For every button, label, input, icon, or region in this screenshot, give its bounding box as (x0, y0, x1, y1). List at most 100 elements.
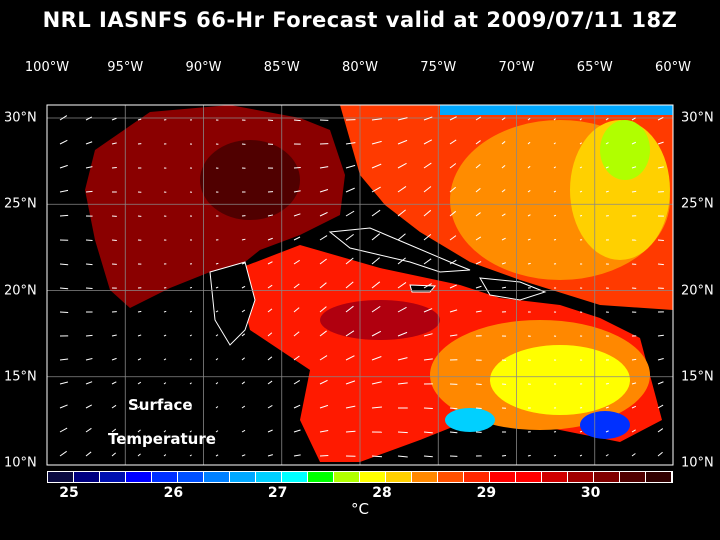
wind-arrow (449, 210, 457, 217)
wind-arrow (397, 186, 407, 193)
wind-arrow (397, 306, 407, 313)
colorbar (47, 471, 673, 483)
wind-arrow (85, 263, 93, 266)
cuba (328, 227, 471, 273)
wind-arrow (59, 311, 69, 314)
wind-arrow (293, 119, 301, 122)
wind-arrow (449, 186, 456, 193)
lat-label: 10°N (681, 455, 714, 471)
yucatan (209, 261, 256, 346)
wind-arrow (293, 213, 301, 217)
lon-label: 70°W (498, 60, 535, 75)
wind-arrow (657, 116, 664, 121)
wind-arrow (241, 429, 246, 433)
wind-arrow (59, 287, 69, 290)
wind-arrow (579, 118, 582, 121)
wind-arrow (59, 139, 68, 145)
wind-arrow (553, 166, 556, 169)
grid-lines (47, 105, 673, 465)
wind-arrow (475, 383, 482, 386)
wind-arrow (397, 162, 407, 169)
wind-arrow (423, 308, 433, 313)
wind-arrow (423, 139, 433, 145)
wind-arrow (215, 310, 219, 313)
wind-arrow (631, 117, 636, 121)
lat-label: 25°N (681, 196, 714, 212)
colorbar-swatch (48, 472, 74, 482)
wind-arrow (215, 454, 219, 457)
wind-arrow (137, 118, 142, 121)
wind-arrow (371, 257, 380, 265)
wind-arrow (111, 117, 117, 121)
wind-arrow (371, 186, 381, 193)
wind-arrow (163, 454, 167, 457)
wind-arrow (501, 189, 506, 193)
wind-arrow (319, 258, 327, 265)
wind-arrow (111, 452, 117, 457)
wind-arrow (527, 190, 531, 193)
wind-arrow (423, 283, 432, 289)
wind-arrow (241, 357, 245, 361)
wind-arrow (527, 262, 531, 265)
wind-arrow (293, 307, 300, 313)
wind-arrow (371, 281, 381, 289)
colorbar-swatch (230, 472, 256, 482)
colorbar-swatch (646, 472, 672, 482)
wind-arrow (475, 285, 482, 289)
wind-arrow (215, 286, 219, 289)
wind-arrow (345, 305, 354, 313)
wind-arrow (657, 404, 664, 409)
colorbar-swatch (334, 472, 360, 482)
wind-arrow (85, 381, 93, 385)
wind-arrow (345, 355, 355, 361)
wind-arrow (605, 166, 609, 169)
wind-arrow (527, 141, 531, 145)
wind-arrow (345, 233, 354, 241)
wind-arrow (475, 261, 482, 265)
wind-arrow (605, 430, 609, 433)
lon-label: 90°W (185, 60, 222, 75)
colorbar-swatch (438, 472, 464, 482)
wind-arrow (59, 263, 69, 266)
wind-arrow (657, 239, 664, 242)
wind-arrow (319, 282, 327, 289)
wind-arrow (501, 213, 506, 217)
wind-arrow (501, 117, 506, 121)
wind-arrow (423, 333, 433, 337)
wind-arrow (241, 262, 246, 265)
colorbar-tick: 26 (163, 485, 184, 501)
lon-label: 85°W (263, 60, 300, 75)
lat-label: 10°N (4, 455, 37, 471)
colorbar-swatch (464, 472, 490, 482)
wind-arrow (657, 428, 664, 433)
colorbar-swatch (516, 472, 542, 482)
lon-label: 100°W (24, 60, 70, 75)
lat-label: 15°N (681, 369, 714, 385)
wind-arrow (631, 190, 637, 193)
wind-arrow (293, 259, 300, 265)
wind-arrow (553, 454, 557, 457)
wind-arrow (319, 404, 329, 409)
colorbar-swatch (620, 472, 646, 482)
wind-arrow (85, 358, 93, 361)
wind-arrow (85, 334, 93, 337)
wind-arrow (657, 141, 664, 145)
map-title: NRL IASNFS 66-Hr Forecast valid at 2009/… (42, 8, 678, 32)
wind-arrow (475, 163, 481, 169)
wind-arrow (85, 141, 93, 145)
wind-arrow (397, 382, 408, 385)
lon-label: 75°W (420, 60, 457, 75)
wind-arrow (319, 189, 329, 193)
wind-arrow (241, 333, 246, 337)
wind-arrow (371, 305, 381, 313)
wind-arrow (189, 382, 192, 385)
wind-arrow (449, 259, 457, 265)
wind-arrow (241, 285, 246, 289)
wind-arrow (475, 236, 482, 241)
wind-arrow (85, 166, 93, 169)
wind-arrow (267, 214, 274, 217)
wind-arrow (345, 164, 356, 169)
colorbar-swatch (152, 472, 178, 482)
wind-arrow (85, 427, 92, 433)
wind-arrow (111, 166, 117, 169)
